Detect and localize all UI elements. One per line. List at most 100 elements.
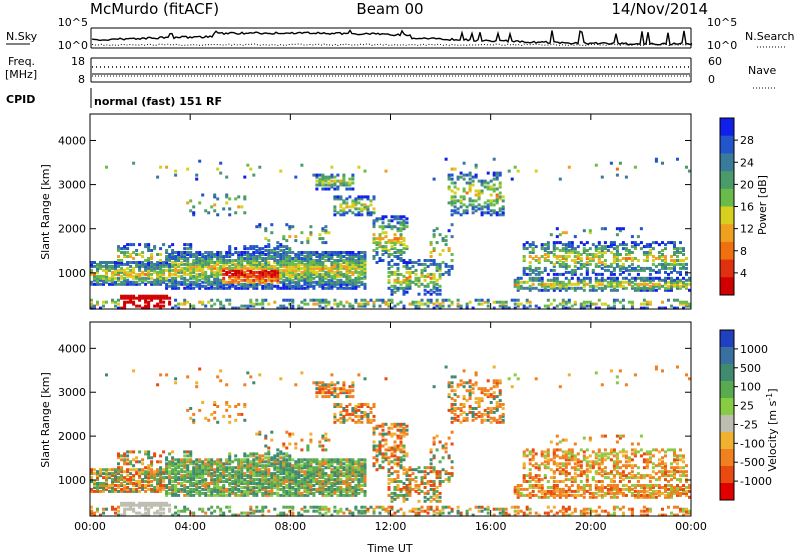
power-cell (210, 264, 214, 268)
power-cell (363, 274, 367, 278)
power-cell (345, 262, 349, 266)
velocity-cell (267, 478, 271, 482)
velocity-cell (351, 418, 355, 422)
power-cell (447, 201, 451, 205)
velocity-cell (354, 484, 358, 487)
power-cell (147, 306, 151, 310)
velocity-cell (342, 474, 346, 478)
power-cell (597, 243, 601, 247)
power-cell (333, 302, 337, 306)
power-cell (402, 239, 406, 243)
velocity-cell (90, 511, 93, 515)
power-cell (309, 282, 313, 286)
velocity-cell (306, 480, 310, 483)
power-cell (309, 274, 313, 278)
power-cell (273, 278, 277, 282)
power-cell (591, 243, 595, 247)
power-cell (261, 302, 265, 306)
velocity-cell (216, 478, 220, 482)
power-cell (676, 270, 679, 274)
power-cell (285, 253, 289, 256)
power-cell (105, 300, 108, 304)
power-cell (174, 280, 178, 284)
velocity-cell (117, 452, 120, 456)
velocity-cell (291, 480, 295, 483)
power-cell (240, 268, 244, 272)
power-cell (267, 245, 271, 249)
power-cell (231, 268, 235, 272)
power-cell (477, 203, 481, 207)
velocity-cell (210, 487, 214, 491)
velocity-cell (216, 487, 220, 491)
velocity-cell (120, 470, 124, 474)
power-cell (126, 270, 130, 274)
velocity-cell (159, 505, 163, 509)
velocity-cell (288, 464, 292, 468)
power-cell (676, 251, 679, 254)
velocity-cell (282, 486, 286, 489)
power-cell (165, 165, 169, 169)
power-cell (300, 163, 304, 167)
power-cell (363, 302, 367, 306)
power-cell (156, 278, 160, 282)
power-cell (213, 274, 217, 278)
power-cell (267, 264, 271, 268)
power-cell (324, 251, 328, 254)
power-cell (549, 261, 553, 264)
power-cell (183, 270, 187, 274)
power-cell (606, 284, 610, 288)
velocity-cell (321, 484, 325, 487)
velocity-cell (216, 470, 220, 474)
power-cell (591, 255, 595, 258)
power-cell (402, 243, 406, 247)
power-cell (399, 272, 403, 276)
power-cell (594, 262, 598, 266)
velocity-cell (147, 466, 151, 470)
power-cell (249, 274, 253, 278)
power-cell (306, 253, 310, 256)
velocity-cell (120, 478, 124, 482)
power-cell (330, 165, 334, 169)
power-cell (525, 286, 529, 290)
velocity-cell (300, 474, 304, 478)
power-cell (582, 264, 586, 268)
power-cell (333, 207, 337, 211)
power-cell (336, 195, 340, 199)
velocity-cell (297, 489, 301, 493)
velocity-cell (324, 448, 328, 452)
velocity-cell (246, 491, 250, 495)
power-cell (186, 257, 190, 260)
velocity-cell (333, 487, 337, 491)
velocity-cell (219, 493, 223, 497)
power-cell (357, 257, 361, 260)
power-cell (498, 209, 502, 213)
power-cell (609, 284, 613, 288)
power-cell (303, 282, 307, 286)
velocity-cell (114, 472, 117, 476)
power-cell (309, 251, 313, 254)
power-cell (225, 253, 229, 256)
velocity-cell (282, 460, 286, 464)
velocity-cell (159, 503, 163, 507)
velocity-cell (288, 487, 292, 491)
power-cell (618, 229, 622, 233)
velocity-cell (102, 507, 105, 511)
power-cell (90, 261, 93, 264)
velocity-cell (165, 468, 169, 472)
velocity-cell (291, 486, 295, 489)
power-cell (648, 278, 652, 282)
velocity-cell (339, 410, 343, 414)
power-cell (150, 257, 154, 260)
power-cell (135, 304, 139, 308)
velocity-cell (318, 484, 322, 487)
power-cell (219, 272, 223, 276)
power-cell (138, 276, 142, 280)
power-cell (198, 282, 202, 286)
noise-sky-trace (91, 29, 693, 46)
velocity-cell (258, 482, 262, 485)
velocity-cell (195, 484, 199, 487)
power-cell (603, 284, 607, 288)
velocity-cell (120, 476, 124, 480)
power-cell (540, 284, 544, 288)
velocity-cell (318, 468, 322, 472)
